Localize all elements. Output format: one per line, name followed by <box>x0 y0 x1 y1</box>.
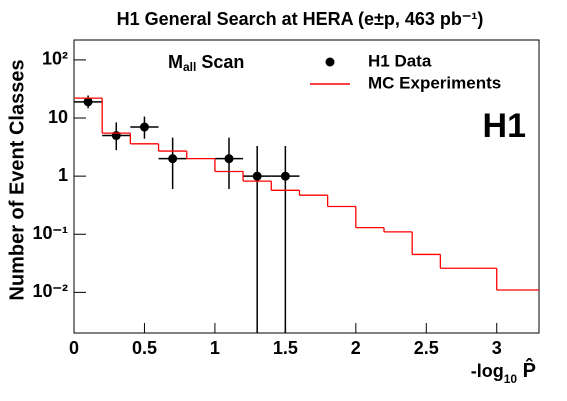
y-axis-label: Number of Event Classes <box>6 59 28 300</box>
legend-label: MC Experiments <box>368 73 501 92</box>
data-point <box>83 97 93 107</box>
x-label-main: -log <box>471 361 504 381</box>
y-tick-label: 10² <box>42 49 68 69</box>
data-point <box>252 171 262 181</box>
x-tick-label: 0.5 <box>132 338 157 358</box>
y-tick-label: 10⁻¹ <box>32 223 68 243</box>
y-tick-label: 10 <box>48 107 68 127</box>
x-label-rest: P̂ <box>517 358 536 383</box>
x-tick-label: 3 <box>492 338 502 358</box>
x-tick-label: 0 <box>69 338 79 358</box>
x-tick-label: 2 <box>351 338 361 358</box>
annotation: Mall Scan <box>168 52 244 74</box>
data-point <box>224 154 234 164</box>
data-point <box>139 122 149 132</box>
legend-label: H1 Data <box>368 51 432 70</box>
annotation-rest: Scan <box>196 52 244 72</box>
data-point <box>111 131 121 141</box>
data-point <box>280 171 290 181</box>
annotation-sub: all <box>183 60 196 74</box>
logo: H1 <box>483 107 526 145</box>
legend-marker <box>325 57 335 67</box>
x-label-sub: 10 <box>504 372 518 386</box>
x-axis-label: -log10 P̂ <box>471 358 536 386</box>
y-tick-label: 1 <box>58 165 68 185</box>
y-tick-label: 10⁻² <box>32 281 68 301</box>
x-tick-label: 1 <box>210 338 220 358</box>
chart-title: H1 General Search at HERA (e±p, 463 pb⁻¹… <box>117 9 484 29</box>
x-tick-label: 2.5 <box>414 338 439 358</box>
annotation-main: M <box>168 52 183 72</box>
plot-frame <box>73 39 540 334</box>
x-tick-label: 1.5 <box>273 338 298 358</box>
data-point <box>168 154 178 164</box>
